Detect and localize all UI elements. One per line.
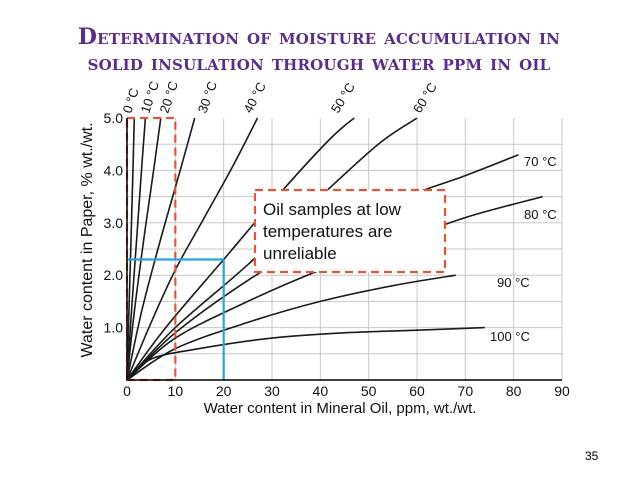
y-axis-title: Water content in Paper, % wt./wt. — [79, 122, 96, 357]
x-tick-label: 30 — [264, 383, 280, 399]
isotherm-curve-9 — [126, 274, 456, 381]
page-number: 35 — [585, 449, 599, 463]
isotherm-curve-3 — [126, 117, 196, 381]
x-tick-label: 0 — [123, 383, 131, 399]
unreliable-note-line: unreliable — [263, 244, 337, 263]
curve-label-9: 90 °C — [497, 275, 530, 290]
curve-label-3: 30 °C — [195, 79, 220, 115]
isotherm-curve-1 — [126, 117, 147, 381]
x-tick-label: 90 — [554, 383, 570, 399]
unreliable-note-line: temperatures are — [263, 222, 392, 241]
isotherm-curve-5 — [126, 117, 355, 381]
curve-label-6: 60 °C — [410, 80, 440, 116]
curve-label-8: 80 °C — [524, 207, 557, 222]
slide-title-line-1: Determination of moisture accumulation i… — [77, 24, 561, 50]
slide-title-line-2: solid insulation through water ppm in oi… — [87, 50, 551, 76]
x-axis-title: Water content in Mineral Oil, ppm, wt./w… — [204, 400, 477, 417]
isotherm-curve-10 — [126, 326, 485, 381]
y-tick-label: 5.0 — [104, 110, 124, 126]
curve-label-7: 70 °C — [524, 154, 557, 169]
x-tick-label: 40 — [313, 383, 329, 399]
isotherm-curve-2 — [126, 117, 162, 381]
x-tick-label: 70 — [458, 383, 474, 399]
y-tick-label: 4.0 — [104, 162, 124, 178]
unreliable-note-box — [253, 188, 447, 274]
isotherm-curve-4 — [126, 117, 259, 381]
x-tick-label: 60 — [409, 383, 425, 399]
x-tick-label: 80 — [506, 383, 522, 399]
chart-annotations: Oil samples at low temperatures are unreli… — [125, 116, 447, 382]
y-tick-label: 1.0 — [104, 320, 124, 336]
x-tick-label: 10 — [168, 383, 184, 399]
isotherm-curve-0 — [126, 117, 136, 381]
unreliable-note-line: Oil samples at low — [263, 200, 402, 219]
curve-label-5: 50 °C — [328, 80, 358, 116]
y-tick-label: 2.0 — [104, 267, 124, 283]
curve-label-0: 0 °C — [120, 86, 142, 115]
curve-label-4: 40 °C — [240, 80, 269, 116]
x-tick-label: 20 — [216, 383, 232, 399]
y-tick-label: 3.0 — [104, 215, 124, 231]
x-tick-label: 50 — [361, 383, 377, 399]
chart-axes: 0 10 20 30 40 50 60 70 80 90 1.0 2.0 3.0 4.0 5.0 Water … — [79, 110, 570, 417]
curve-label-10: 100 °C — [490, 329, 530, 344]
